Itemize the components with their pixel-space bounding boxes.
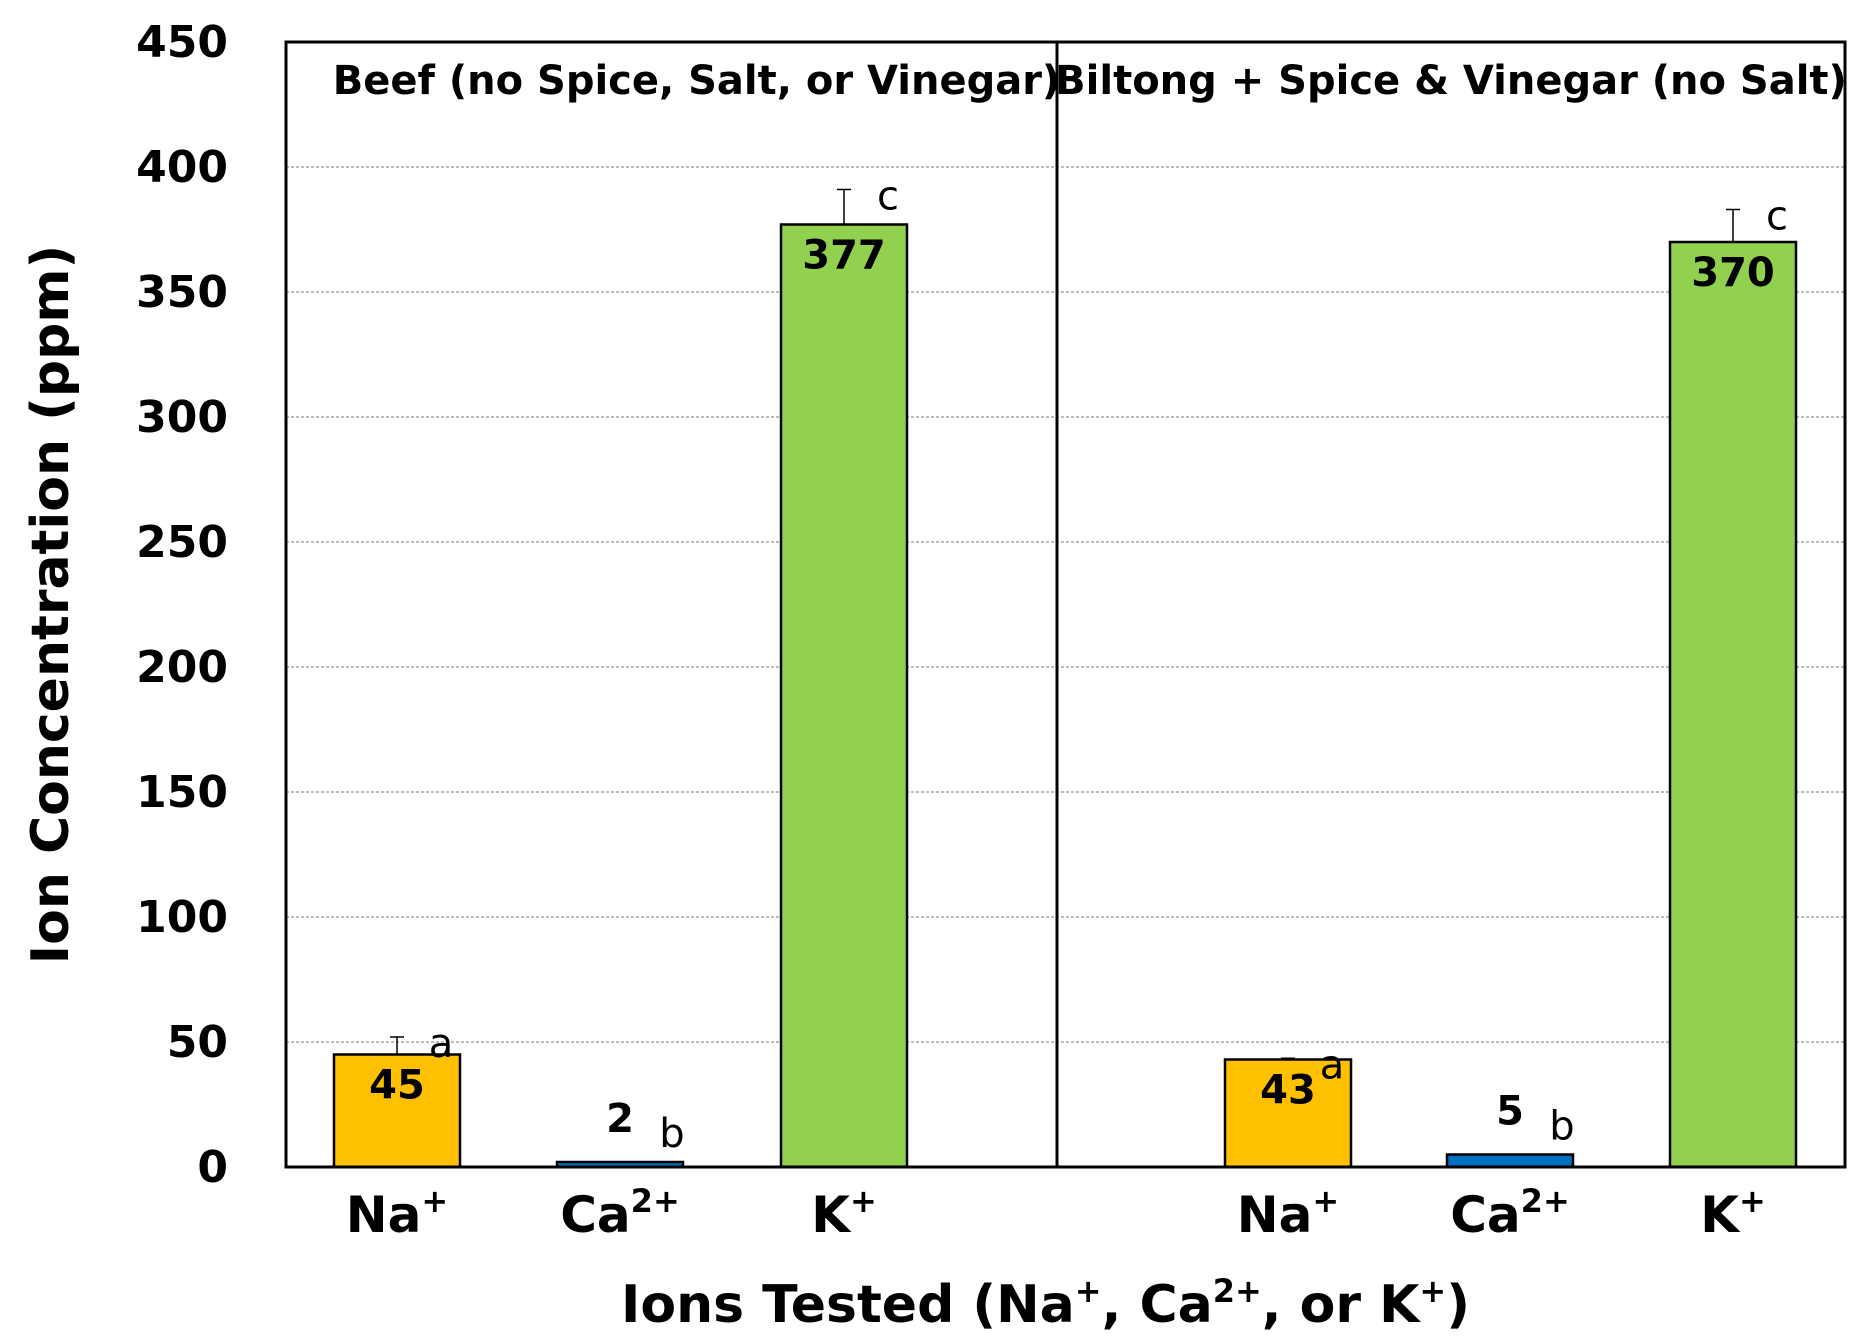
bar [332, 1053, 462, 1169]
data-label: 5 [1496, 1089, 1524, 1135]
y-tick-label: 100 [136, 892, 228, 943]
x-tick-label: K+ [811, 1182, 877, 1244]
y-tick-label: 200 [136, 642, 228, 693]
y-tick-label: 250 [136, 517, 228, 568]
y-tick-label: 0 [197, 1142, 228, 1193]
y-tick-label: 350 [136, 267, 228, 318]
significance-letter: b [1549, 1104, 1574, 1150]
y-tick-label: 150 [136, 767, 228, 818]
x-tick-label: Na+ [1237, 1182, 1339, 1244]
y-tick-label: 400 [136, 142, 228, 193]
significance-letter: c [1766, 194, 1788, 240]
labels: 0 50 100 150 200 250 300 350 400 450 Beef (no Spic… [136, 17, 1847, 1244]
x-axis-title: Ions Tested (Na+, Ca2+, or K+) [621, 1272, 1470, 1335]
data-label: 2 [606, 1096, 634, 1142]
panel-title: Beef (no Spice, Salt, or Vinegar) [333, 58, 1060, 104]
y-tick-label: 450 [136, 17, 228, 68]
significance-letter: a [1320, 1042, 1345, 1088]
x-tick-label: Ca2+ [1450, 1182, 1570, 1244]
bar [1445, 1153, 1575, 1169]
significance-letter: a [429, 1021, 454, 1067]
y-tick-label: 300 [136, 392, 228, 443]
data-label: 43 [1260, 1068, 1316, 1114]
bar [779, 223, 909, 1169]
data-label: 45 [369, 1063, 425, 1109]
x-tick-label: Na+ [346, 1182, 448, 1244]
bar [1668, 240, 1798, 1169]
significance-letter: c [877, 174, 899, 220]
significance-letter: b [659, 1111, 684, 1157]
x-tick-label: Ca2+ [560, 1182, 680, 1244]
gridlines [286, 166, 1845, 1043]
x-tick-label: K+ [1700, 1182, 1766, 1244]
y-axis-title: Ion Concentration (ppm) [21, 245, 81, 965]
data-label: 377 [802, 233, 886, 279]
panel-title: Biltong + Spice & Vinegar (no Salt) [1055, 58, 1847, 104]
data-label: 370 [1691, 250, 1775, 296]
bars [332, 188, 1798, 1169]
y-tick-label: 50 [167, 1017, 228, 1068]
plot-frame [284, 40, 1847, 1169]
